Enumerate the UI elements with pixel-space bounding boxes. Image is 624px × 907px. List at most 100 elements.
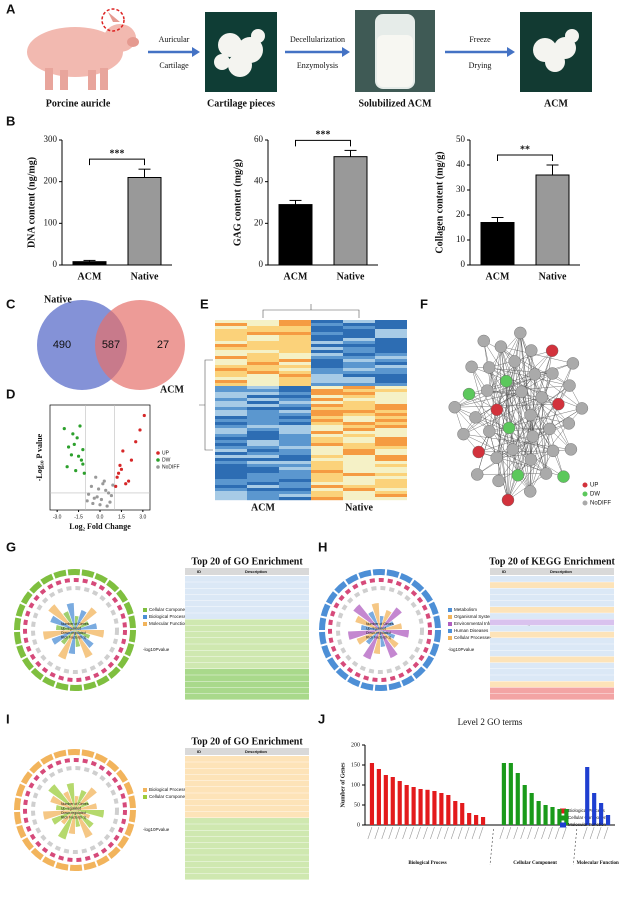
y-tick-label: 10 [456,234,466,244]
heatmap-cell [311,443,343,447]
heatmap-cell [343,386,375,390]
heatmap-cell [279,332,311,336]
heatmap-cell [279,416,311,420]
table-row [490,644,614,650]
step-caption: ACM [544,98,568,109]
point [116,471,121,475]
network-edge [463,397,542,435]
heatmap-cell [311,437,343,441]
table-row [185,756,309,762]
bar [439,793,444,825]
heatmap-cell [215,446,247,450]
circos-bar [43,810,75,820]
heatmap-cell [247,389,279,393]
heatmap-cell [375,434,407,438]
heatmap-cell [311,332,343,336]
heatmap-cell [375,368,407,372]
heatmap-cell [343,398,375,402]
category-stub [534,826,539,840]
heatmap-cell [279,353,311,357]
heatmap-cell [215,440,247,444]
table-header-bg [490,568,614,575]
heatmap-cell [279,365,311,369]
network-edge [488,367,519,476]
heatmap-cell [215,494,247,498]
table-row [490,588,614,595]
point [66,445,71,449]
panel-label: H [318,539,327,554]
heatmap-cell [215,368,247,372]
category-stub [471,826,477,840]
heatmap-cell [247,326,279,330]
y-axis-label: Number of Genes [340,762,346,808]
heatmap-cell [247,482,279,486]
x-tick-label: -1.5 [74,514,83,520]
inner-legend: Number of Genes [61,622,89,626]
circos-bar [361,624,380,630]
arrow-label: Auricular [159,35,190,44]
heatmap-cell [311,329,343,333]
heatmap-cell [279,374,311,378]
heatmap-cell [279,386,311,390]
heatmap-cell [215,389,247,393]
heatmap-cell [279,401,311,405]
heatmap-cell [375,479,407,483]
heatmap-cell [311,416,343,420]
circos-bar [57,810,75,840]
heatmap-cell [343,413,375,417]
network-node [524,485,537,498]
heatmap-cell [247,470,279,474]
circos-bar [50,615,75,630]
category-stub [381,826,387,840]
point [118,463,122,467]
heatmap-cell [343,434,375,438]
arrow-label: Drying [469,61,492,70]
heatmap-cell [215,473,247,477]
heatmap-cell [311,404,343,408]
table-row [490,650,614,657]
network-edge [496,332,521,458]
y-tick-label: 0 [259,259,264,269]
heatmap-cell [343,341,375,345]
network-edge [541,397,547,474]
y-tick-label: 20 [254,217,264,227]
legend-label: UP [590,483,598,489]
table-header: ID [197,749,201,754]
heatmap-cell [279,428,311,432]
legend-swatch [448,636,452,640]
table-row [490,675,614,681]
circos-bar [68,810,75,834]
heatmap-cell [311,455,343,459]
heatmap-cell [375,464,407,468]
heatmap-cell [247,413,279,417]
heatmap-cell [247,428,279,432]
network-node [526,430,539,443]
heatmap-cell [247,467,279,471]
network-edge [488,367,532,460]
heatmap-cell [247,374,279,378]
bar [425,789,430,825]
point [86,492,91,496]
table-row [490,638,614,644]
heatmap-cell [375,398,407,402]
network-edge [514,361,531,492]
heatmap-cell [247,410,279,414]
table-row [185,793,309,799]
network-node [557,470,570,483]
heatmap-cell [247,320,279,324]
network-edge [487,350,532,391]
heatmap-cell [375,347,407,351]
table-row [490,681,614,688]
y-tick-label: 60 [254,134,264,144]
heatmap-cell [215,335,247,339]
y-axis-label: DNA content (ng/mg) [26,157,37,248]
legend-label: Cellular Component [149,794,190,799]
heatmap-cell [343,395,375,399]
group-label: ACM [251,502,275,513]
heatmap-cell [311,494,343,498]
heatmap-cell [311,464,343,468]
heatmap-cell [343,329,375,333]
heatmap-cell [279,434,311,438]
table-row [185,693,309,700]
point [81,448,85,452]
